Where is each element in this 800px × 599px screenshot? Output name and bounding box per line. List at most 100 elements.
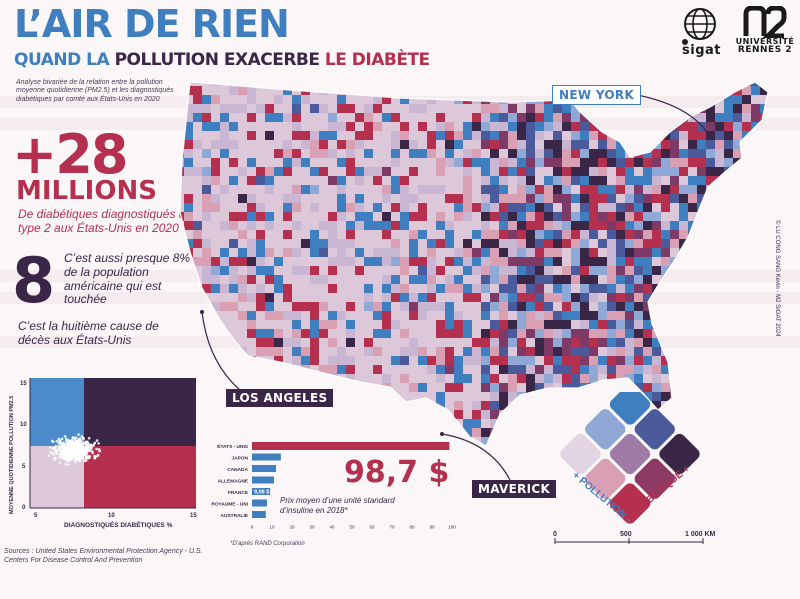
county-cell — [706, 149, 715, 158]
scatter-point — [84, 448, 87, 452]
county-cell — [445, 158, 456, 169]
county-cell — [607, 230, 616, 239]
county-cell — [652, 104, 661, 113]
county-cell — [373, 356, 382, 365]
county-cell — [751, 185, 760, 194]
county-cell — [697, 212, 706, 221]
county-cell — [301, 212, 310, 221]
county-cell — [652, 203, 661, 212]
county-cell — [706, 347, 715, 356]
county-cell — [400, 410, 411, 421]
county-cell — [580, 302, 589, 311]
county-cell — [616, 338, 625, 347]
county-cell — [472, 410, 482, 420]
county-cell — [733, 383, 742, 392]
county-cell — [670, 82, 679, 86]
county-cell — [481, 239, 490, 248]
county-cell — [283, 311, 292, 320]
county-cell — [319, 338, 329, 348]
county-cell — [454, 392, 465, 403]
county-cell — [616, 176, 625, 185]
county-cell — [643, 176, 652, 185]
county-cell — [526, 140, 535, 149]
county-cell — [535, 104, 544, 113]
county-cell — [490, 140, 499, 149]
scatter-point — [55, 439, 59, 443]
county-cell — [436, 329, 447, 340]
county-cell — [517, 383, 526, 392]
county-cell — [526, 131, 535, 140]
county-cell — [724, 113, 733, 122]
county-cell — [616, 158, 625, 167]
county-cell — [391, 329, 400, 338]
county-cell — [742, 266, 751, 275]
county-cell — [481, 401, 490, 410]
county-cell — [643, 338, 652, 347]
county-cell — [535, 239, 544, 248]
county-cell — [697, 167, 706, 176]
county-cell — [697, 86, 706, 95]
county-cell — [715, 428, 724, 437]
county-cell — [661, 122, 670, 131]
scatter-point — [58, 449, 61, 452]
county-cell — [292, 248, 303, 259]
county-cell — [544, 167, 553, 176]
bar-xtick: 70 — [389, 525, 395, 530]
county-cell — [427, 194, 437, 204]
county-cell — [616, 275, 625, 284]
county-cell — [688, 95, 697, 104]
county-cell — [292, 293, 303, 304]
county-cell — [499, 302, 508, 311]
scatter-point — [87, 436, 91, 440]
county-cell — [751, 338, 760, 347]
county-cell — [490, 203, 499, 212]
county-cell — [310, 356, 319, 365]
county-cell — [751, 401, 760, 410]
county-cell — [472, 275, 481, 284]
rank-description: C’est la huitième cause de décès aux Éta… — [18, 319, 159, 347]
county-cell — [562, 329, 571, 338]
county-cell — [724, 383, 733, 392]
county-cell — [211, 338, 222, 349]
county-cell — [589, 104, 598, 113]
county-cell — [571, 203, 580, 212]
county-cell — [742, 257, 751, 266]
county-cell — [625, 266, 634, 275]
county-cell — [508, 347, 517, 356]
county-cell — [769, 158, 778, 167]
scatter-point — [81, 455, 85, 458]
county-cell — [625, 230, 634, 239]
scatter-point — [90, 443, 93, 447]
county-cell — [769, 347, 778, 356]
county-cell — [580, 365, 589, 374]
county-cell — [508, 338, 517, 347]
county-cell — [598, 212, 607, 221]
county-cell — [661, 284, 670, 293]
county-cell — [265, 311, 276, 322]
county-cell — [616, 131, 625, 140]
county-cell — [337, 212, 347, 222]
scatter-point — [62, 448, 65, 451]
county-cell — [553, 158, 562, 167]
county-cell — [589, 329, 598, 338]
county-cell — [670, 221, 679, 230]
county-cell — [760, 194, 768, 203]
bar-category-label: ALLEMAGNE — [218, 479, 249, 485]
county-cell — [760, 239, 768, 248]
intro-text: Analyse bivariée de la relation entre la… — [16, 79, 174, 103]
county-cell — [553, 131, 562, 140]
county-cell — [769, 149, 778, 158]
county-cell — [283, 410, 294, 421]
scatter-point — [63, 444, 67, 447]
county-cell — [742, 86, 751, 95]
county-cell — [715, 230, 724, 239]
county-cell — [661, 239, 670, 248]
county-cell — [715, 410, 724, 419]
county-cell — [180, 311, 187, 323]
county-cell — [760, 365, 768, 374]
scatter-point — [75, 443, 78, 446]
county-cell — [706, 419, 715, 428]
county-cell — [328, 419, 337, 428]
county-cell — [769, 239, 778, 248]
county-cell — [265, 248, 276, 259]
